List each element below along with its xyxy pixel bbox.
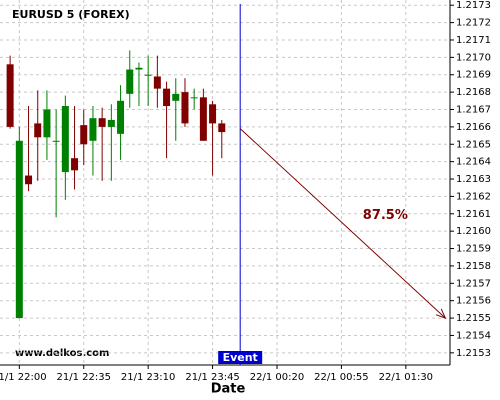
candle-body (144, 74, 152, 76)
candle-body (153, 76, 161, 89)
y-tick-label: 1.2165 (456, 139, 491, 150)
event-label: Event (223, 351, 258, 364)
candle-body (126, 69, 134, 94)
candle-body (107, 119, 115, 127)
candle-body (163, 88, 171, 107)
candle-body (218, 123, 226, 133)
y-tick-label: 1.2160 (456, 226, 491, 237)
candle-body (15, 140, 23, 319)
y-tick-label: 1.2159 (456, 244, 491, 255)
x-tick-label: 22/1 01:30 (379, 372, 433, 383)
forecast-arrow (239, 128, 446, 319)
candle-body (209, 104, 217, 124)
watermark: www.delkos.com (15, 348, 109, 359)
y-tick-label: 1.2162 (456, 191, 491, 202)
y-tick-label: 1.2154 (456, 330, 491, 341)
candle-body (52, 140, 60, 142)
candle-body (80, 125, 88, 145)
y-tick-label: 1.2153 (456, 348, 491, 359)
y-tick-label: 1.2169 (456, 70, 491, 81)
y-tick-label: 1.2173 (456, 0, 491, 11)
y-tick-label: 1.2170 (456, 52, 491, 63)
candle-body (181, 92, 189, 124)
arrow-head (435, 308, 447, 319)
y-tick-label: 1.2164 (456, 157, 491, 168)
event-box (218, 351, 263, 364)
y-tick-label: 1.2167 (456, 105, 491, 116)
candle-body (190, 97, 198, 99)
candle-body (25, 175, 33, 185)
y-tick-label: 1.2172 (456, 18, 491, 29)
candle-body (6, 64, 14, 127)
candle-body (71, 158, 79, 171)
y-tick-label: 1.2171 (456, 35, 491, 46)
candle-body (61, 106, 69, 173)
candle-body (135, 67, 143, 70)
y-tick-label: 1.2158 (456, 261, 491, 272)
x-axis-label: Date (211, 382, 246, 397)
x-tick-label: 21/1 22:35 (57, 372, 111, 383)
candle-body (199, 97, 207, 141)
forecast-label: 87.5% (363, 208, 408, 223)
chart-title: EURUSD 5 (FOREX) (12, 8, 130, 21)
candle-body (172, 93, 180, 101)
x-tick-label: 21/1 23:45 (185, 372, 239, 383)
y-tick-label: 1.2157 (456, 278, 491, 289)
y-tick-label: 1.2168 (456, 87, 491, 98)
y-tick-label: 1.2161 (456, 209, 491, 220)
y-tick-label: 1.2155 (456, 313, 491, 324)
y-tick-label: 1.2156 (456, 296, 491, 307)
candle-body (98, 118, 106, 127)
x-tick-label: 22/1 00:20 (250, 372, 304, 383)
y-tick-label: 1.2166 (456, 122, 491, 133)
x-tick-label: 21/1 23:10 (121, 372, 175, 383)
candle-body (89, 118, 97, 141)
candle-body (117, 100, 125, 134)
candle-body (34, 123, 42, 138)
x-tick-label: 21/1 22:00 (0, 372, 47, 383)
x-tick-label: 22/1 00:55 (314, 372, 368, 383)
y-tick-label: 1.2163 (456, 174, 491, 185)
candle-body (43, 109, 51, 138)
